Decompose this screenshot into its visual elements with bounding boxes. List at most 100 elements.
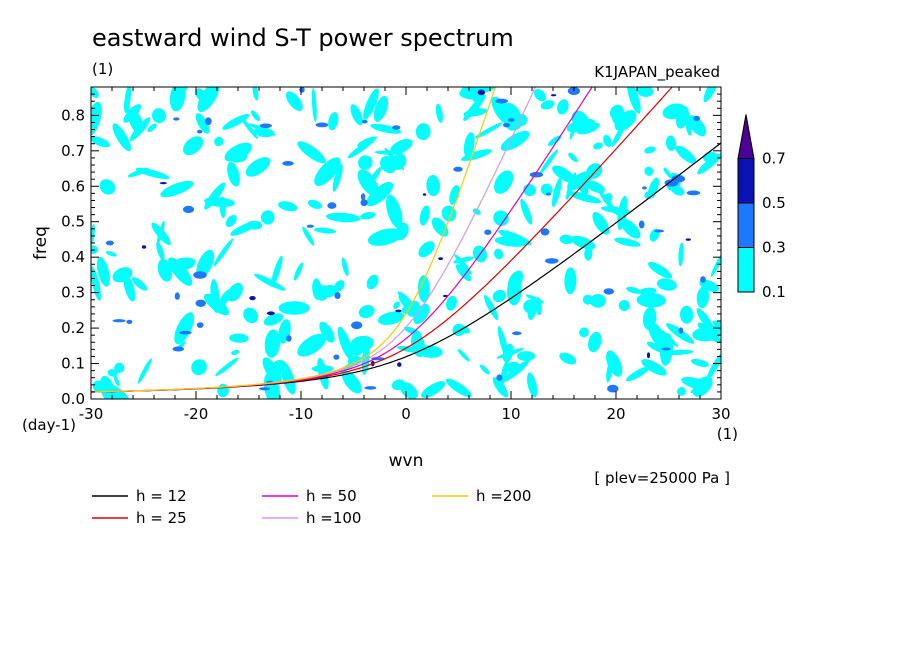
power-blob-level1 [494, 248, 504, 260]
y-units-label: (day-1) [22, 416, 76, 434]
y-tick-label: 0.6 [61, 177, 85, 195]
power-blob-level1 [403, 326, 421, 336]
power-blob-level2 [671, 175, 686, 183]
power-blob-level1 [463, 94, 486, 121]
power-blob-level1 [665, 135, 677, 151]
power-blob-level1 [264, 329, 281, 358]
power-blob-level1 [517, 351, 536, 361]
power-blob-level1 [426, 175, 441, 197]
power-blob-level1 [688, 115, 707, 137]
power-blob-level1 [195, 113, 210, 134]
power-blob-level2 [607, 384, 619, 393]
power-blob-level1 [564, 267, 577, 295]
power-blob-level1 [191, 359, 207, 376]
power-blob-level1 [225, 214, 237, 228]
power-blob-level1 [609, 104, 624, 120]
power-blob-level1 [457, 349, 470, 362]
power-blob-level1 [263, 313, 284, 326]
power-blob-level1 [391, 379, 406, 390]
power-blob-level1 [679, 305, 694, 324]
power-blob-level1 [151, 108, 167, 123]
colorbar-label: 0.7 [762, 150, 786, 168]
power-blob-level1 [588, 331, 602, 353]
power-blob-level1 [571, 110, 590, 132]
x-tick-label: 30 [711, 405, 730, 423]
power-blob-level1 [358, 305, 375, 319]
power-blob-level2 [362, 119, 368, 124]
power-blob-level3 [159, 182, 167, 185]
power-blob-level1 [314, 157, 341, 186]
power-blob-level1 [91, 136, 111, 148]
power-blob-level1 [446, 295, 457, 311]
power-blob-level1 [567, 170, 594, 191]
power-blob-level1 [213, 238, 234, 267]
power-blob-level2 [193, 271, 207, 279]
power-blob-level2 [282, 161, 294, 166]
y-tick-label: 0.8 [61, 106, 85, 124]
power-blob-level2 [286, 335, 292, 342]
power-blob-level1 [91, 224, 95, 246]
power-blob-level1 [124, 87, 132, 114]
power-blob-level2 [603, 288, 615, 295]
power-blob-level2 [484, 229, 492, 235]
power-blob-level1 [690, 358, 709, 367]
power-blob-level1 [323, 284, 337, 298]
power-blob-level1 [712, 320, 721, 330]
power-blob-level1 [419, 205, 430, 226]
power-blob-level1 [463, 132, 475, 158]
colorbar-label: 0.5 [762, 194, 786, 212]
power-blob-level1 [326, 212, 361, 223]
power-blob-level1 [603, 134, 612, 147]
power-blob-level2 [503, 123, 510, 128]
power-blob-level2 [360, 193, 366, 201]
power-blob-level2 [512, 331, 522, 336]
power-blob-level1 [380, 156, 397, 174]
power-blob-level3 [249, 296, 256, 301]
power-blob-level1 [147, 123, 157, 133]
power-blob-level1 [697, 153, 721, 175]
power-blob-level1 [227, 161, 240, 187]
power-blob-level1 [644, 146, 656, 154]
power-blob-level1 [156, 241, 165, 260]
power-blob-level1 [112, 123, 132, 152]
power-blob-level2 [495, 98, 509, 104]
power-blob-level2 [182, 205, 195, 213]
power-blob-level3 [395, 309, 402, 313]
power-blob-level2 [360, 199, 368, 207]
power-blob-level1 [307, 199, 323, 209]
power-blob-level2 [496, 374, 503, 381]
power-blob-level1 [311, 87, 317, 123]
chart-title: eastward wind S-T power spectrum [92, 24, 514, 52]
power-blob-level1 [252, 87, 259, 101]
power-blob-level1 [314, 227, 336, 234]
power-blob-level1 [620, 218, 641, 239]
power-blob-level2 [334, 292, 341, 299]
power-blob-level1 [271, 255, 283, 287]
power-blob-level3 [266, 311, 275, 316]
power-blob-level1 [302, 226, 315, 246]
power-blob-level1 [100, 375, 116, 399]
power-blob-level1 [527, 372, 538, 398]
power-blob-level1 [373, 95, 389, 122]
power-blob-level1 [377, 311, 405, 325]
power-blob-level1 [648, 177, 660, 198]
power-blob-level2 [172, 346, 185, 352]
power-blob-level2 [299, 87, 305, 93]
power-blob-level1 [474, 122, 503, 139]
colorbar-label: 0.3 [762, 239, 786, 257]
units-label: (1) [92, 60, 113, 78]
colorbar-segment [737, 247, 755, 293]
legend-label-h200: h =200 [476, 487, 531, 505]
power-blob-level1 [557, 99, 569, 115]
power-blob-level1 [262, 357, 282, 385]
x-axis: -30 -20 -10 0 10 20 30 [79, 87, 731, 423]
power-blob-level1 [662, 103, 686, 120]
x-tick-label: -20 [184, 405, 209, 423]
power-blob-level2 [545, 258, 559, 264]
power-blob-level1 [160, 180, 194, 198]
power-blob-level1 [222, 114, 250, 130]
x-axis-label: wvn [389, 451, 424, 471]
power-blob-level2 [638, 220, 645, 229]
power-blob-level1 [360, 211, 376, 220]
